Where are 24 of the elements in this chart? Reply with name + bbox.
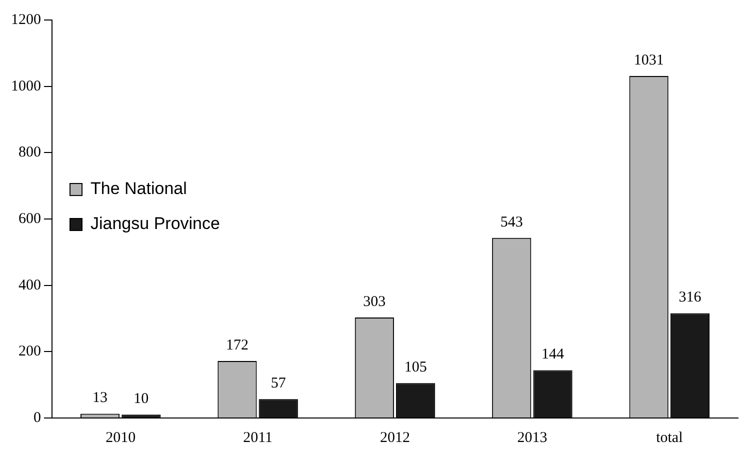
data-label: 57 — [270, 376, 286, 392]
y-tick-label: 600 — [18, 210, 41, 227]
y-tick-label: 800 — [18, 144, 41, 161]
x-tick-label: 2011 — [243, 430, 273, 446]
data-label: 105 — [404, 360, 427, 376]
data-label: 172 — [226, 337, 248, 354]
y-tick-label: 0 — [34, 410, 41, 426]
data-label: 303 — [363, 294, 386, 310]
x-tick-label: 2013 — [517, 430, 548, 446]
data-label: 316 — [678, 290, 702, 306]
legend-label: Jiangsu Province — [90, 214, 220, 234]
y-tick-label: 1000 — [11, 78, 41, 94]
x-tick-label: 2012 — [380, 430, 410, 446]
legend-label: The National — [90, 179, 187, 198]
x-tick-label: 2010 — [106, 430, 136, 446]
y-tick-label: 400 — [18, 277, 41, 294]
y-tick-label: 200 — [18, 344, 41, 360]
data-label: 543 — [500, 214, 523, 230]
data-label: 1031 — [634, 52, 664, 68]
x-tick-label: total — [656, 430, 683, 446]
data-label: 10 — [134, 391, 149, 408]
y-tick-label: 1200 — [11, 12, 41, 28]
data-label: 13 — [92, 390, 108, 406]
data-label: 144 — [542, 346, 565, 363]
